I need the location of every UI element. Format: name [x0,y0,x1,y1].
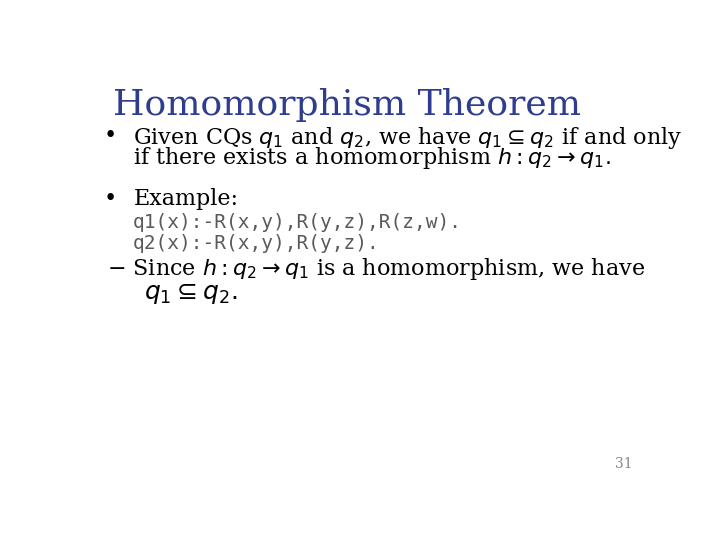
Text: $-$ Since $h:q_2 \rightarrow q_1$ is a homomorphism, we have: $-$ Since $h:q_2 \rightarrow q_1$ is a h… [107,256,645,282]
Text: •: • [104,188,117,210]
Text: •: • [104,125,117,147]
Text: if there exists a homomorphism $h:q_2 \rightarrow q_1.$: if there exists a homomorphism $h:q_2 \r… [133,145,611,171]
Text: q2(x):-R(x,y),R(y,z).: q2(x):-R(x,y),R(y,z). [132,234,379,253]
Text: Homomorphism Theorem: Homomorphism Theorem [113,88,581,122]
Text: $q_1 \subseteq q_2.$: $q_1 \subseteq q_2.$ [144,282,238,306]
Text: Given CQs $q_1$ and $q_2$, we have $q_1 \subseteq q_2$ if and only: Given CQs $q_1$ and $q_2$, we have $q_1 … [133,125,683,151]
Text: q1(x):-R(x,y),R(y,z),R(z,w).: q1(x):-R(x,y),R(y,z),R(z,w). [132,213,462,232]
Text: Example:: Example: [133,188,238,210]
Text: 31: 31 [615,457,632,471]
